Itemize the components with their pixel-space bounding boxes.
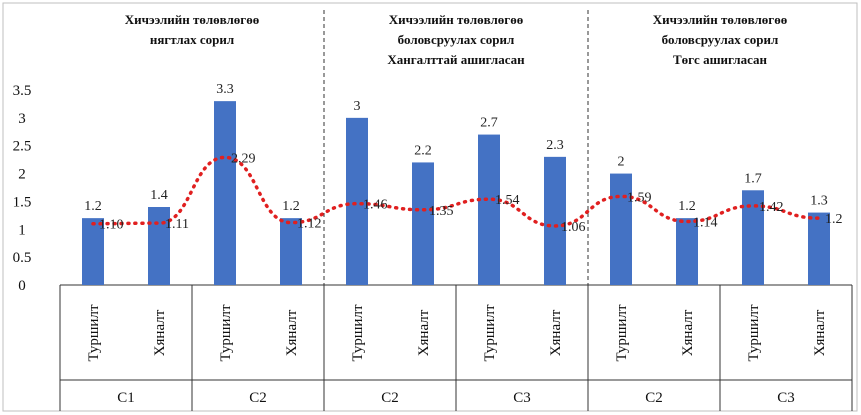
x-group-label-2: С2 — [249, 390, 267, 406]
panel-title-3-line-2: боловсруулах сорил — [662, 32, 779, 47]
panel-title-1-line-1: Хичээлийн төлөвлөгөө — [125, 12, 259, 27]
panel-title-2-line-3: Хангалттай ашигласан — [387, 52, 525, 67]
bar-value-label-10: 1.2 — [678, 199, 696, 214]
bar-10 — [676, 218, 698, 285]
bar-1 — [82, 218, 104, 285]
y-tick-label-2: 2 — [18, 167, 26, 183]
bar-value-label-2: 1.4 — [150, 188, 168, 203]
bar-4 — [280, 218, 302, 285]
bar-value-label-8: 2.3 — [546, 138, 564, 153]
x-category-label-12: Хяналт — [812, 309, 828, 356]
bar-value-label-3: 3.3 — [216, 82, 234, 97]
panel-title-3-line-3: Төгс ашигласан — [673, 52, 768, 67]
x-category-label-8: Хяналт — [548, 309, 564, 356]
bar-3 — [214, 101, 236, 286]
x-category-label-3: Туршилт — [218, 304, 234, 361]
panel-title-3-line-1: Хичээлийн төлөвлөгөө — [653, 12, 787, 27]
bar-6 — [412, 162, 434, 285]
x-group-label-6: С3 — [777, 390, 795, 406]
trend-value-label-9: 1.59 — [627, 190, 652, 205]
y-tick-label-3: 3 — [18, 111, 26, 127]
x-group-label-4: С3 — [513, 390, 531, 406]
trend-value-label-4: 1.12 — [297, 217, 322, 232]
x-group-label-1: С1 — [117, 390, 135, 406]
x-category-label-10: Хяналт — [680, 309, 696, 356]
trend-value-label-10: 1.14 — [693, 215, 718, 230]
trend-value-label-6: 1.35 — [429, 204, 454, 219]
bar-value-label-6: 2.2 — [414, 143, 432, 158]
x-group-label-3: С2 — [381, 390, 399, 406]
trend-line — [91, 155, 821, 228]
bar-value-label-5: 3 — [354, 99, 361, 114]
trend-value-label-2: 1.11 — [165, 217, 189, 232]
y-tick-label-3-5: 3.5 — [13, 83, 32, 99]
bar-value-label-7: 2.7 — [480, 116, 498, 131]
bar-8 — [544, 156, 566, 285]
y-tick-label-1-5: 1.5 — [13, 194, 32, 210]
x-category-label-9: Туршилт — [614, 304, 630, 361]
y-tick-label-2-5: 2.5 — [13, 139, 32, 155]
trend-value-label-5: 1.46 — [363, 198, 388, 213]
bar-9 — [610, 173, 632, 285]
x-category-label-6: Хяналт — [416, 309, 432, 356]
bar-11 — [742, 190, 764, 285]
bar-value-label-1: 1.2 — [84, 199, 102, 214]
bar-value-label-11: 1.7 — [744, 171, 762, 186]
x-category-label-5: Туршилт — [350, 304, 366, 361]
bar-value-label-12: 1.3 — [810, 194, 828, 209]
panel-title-2-line-1: Хичээлийн төлөвлөгөө — [389, 12, 523, 27]
x-category-label-2: Хяналт — [152, 309, 168, 356]
y-tick-label-0: 0 — [18, 278, 26, 294]
bar-2 — [148, 207, 170, 285]
trend-value-label-11: 1.42 — [759, 200, 784, 215]
trend-value-label-12: 1.2 — [825, 212, 843, 227]
bar-12 — [808, 212, 830, 285]
trend-value-label-3: 2.29 — [231, 151, 256, 166]
y-tick-label-1: 1 — [18, 222, 26, 238]
x-group-label-5: С2 — [645, 390, 663, 406]
trend-value-label-7: 1.54 — [495, 193, 520, 208]
y-tick-label-0-5: 0.5 — [13, 250, 32, 266]
x-category-label-4: Хяналт — [284, 309, 300, 356]
x-category-label-7: Туршилт — [482, 304, 498, 361]
trend-value-label-1: 1.10 — [99, 218, 124, 233]
bar-value-label-9: 2 — [618, 155, 625, 170]
trend-value-label-8: 1.06 — [561, 220, 586, 235]
bar-5 — [346, 117, 368, 285]
bar-7 — [478, 134, 500, 285]
panel-title-1-line-2: нягтлах сорил — [150, 32, 234, 47]
bar-value-label-4: 1.2 — [282, 199, 300, 214]
x-category-label-1: Туршилт — [86, 304, 102, 361]
panel-title-2-line-2: боловсруулах сорил — [398, 32, 515, 47]
x-category-label-11: Туршилт — [746, 304, 762, 361]
